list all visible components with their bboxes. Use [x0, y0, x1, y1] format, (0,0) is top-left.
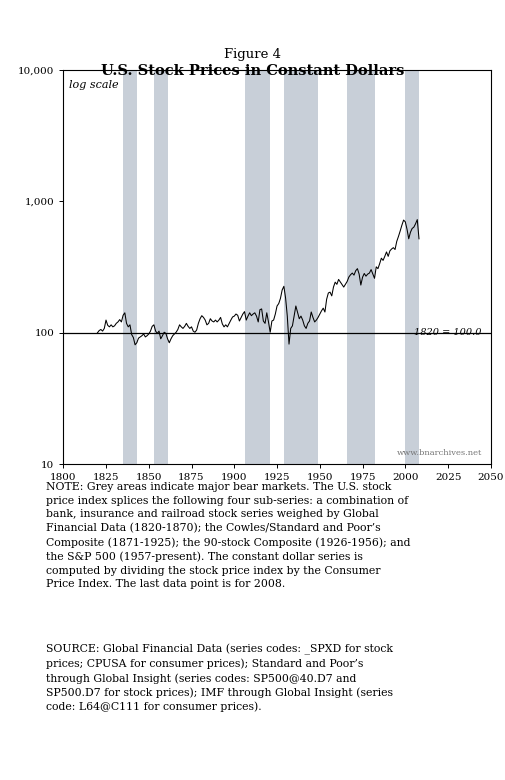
- Text: www.bnarchives.net: www.bnarchives.net: [396, 449, 481, 457]
- Text: SOURCE: Global Financial Data (series codes: _SPXD for stock
prices; CPUSA for c: SOURCE: Global Financial Data (series co…: [45, 644, 392, 712]
- Bar: [405, 70, 418, 464]
- Text: NOTE: Grey areas indicate major bear markets. The U.S. stock
price index splices: NOTE: Grey areas indicate major bear mar…: [45, 482, 409, 590]
- Bar: [244, 70, 270, 464]
- Bar: [346, 70, 374, 464]
- Bar: [154, 70, 167, 464]
- Text: U.S. Stock Prices in Constant Dollars: U.S. Stock Prices in Constant Dollars: [101, 64, 404, 78]
- Text: Figure 4: Figure 4: [224, 48, 281, 61]
- Bar: [283, 70, 318, 464]
- Text: 1820 = 100.0: 1820 = 100.0: [413, 328, 480, 338]
- Text: log scale: log scale: [69, 80, 118, 90]
- Bar: [123, 70, 136, 464]
